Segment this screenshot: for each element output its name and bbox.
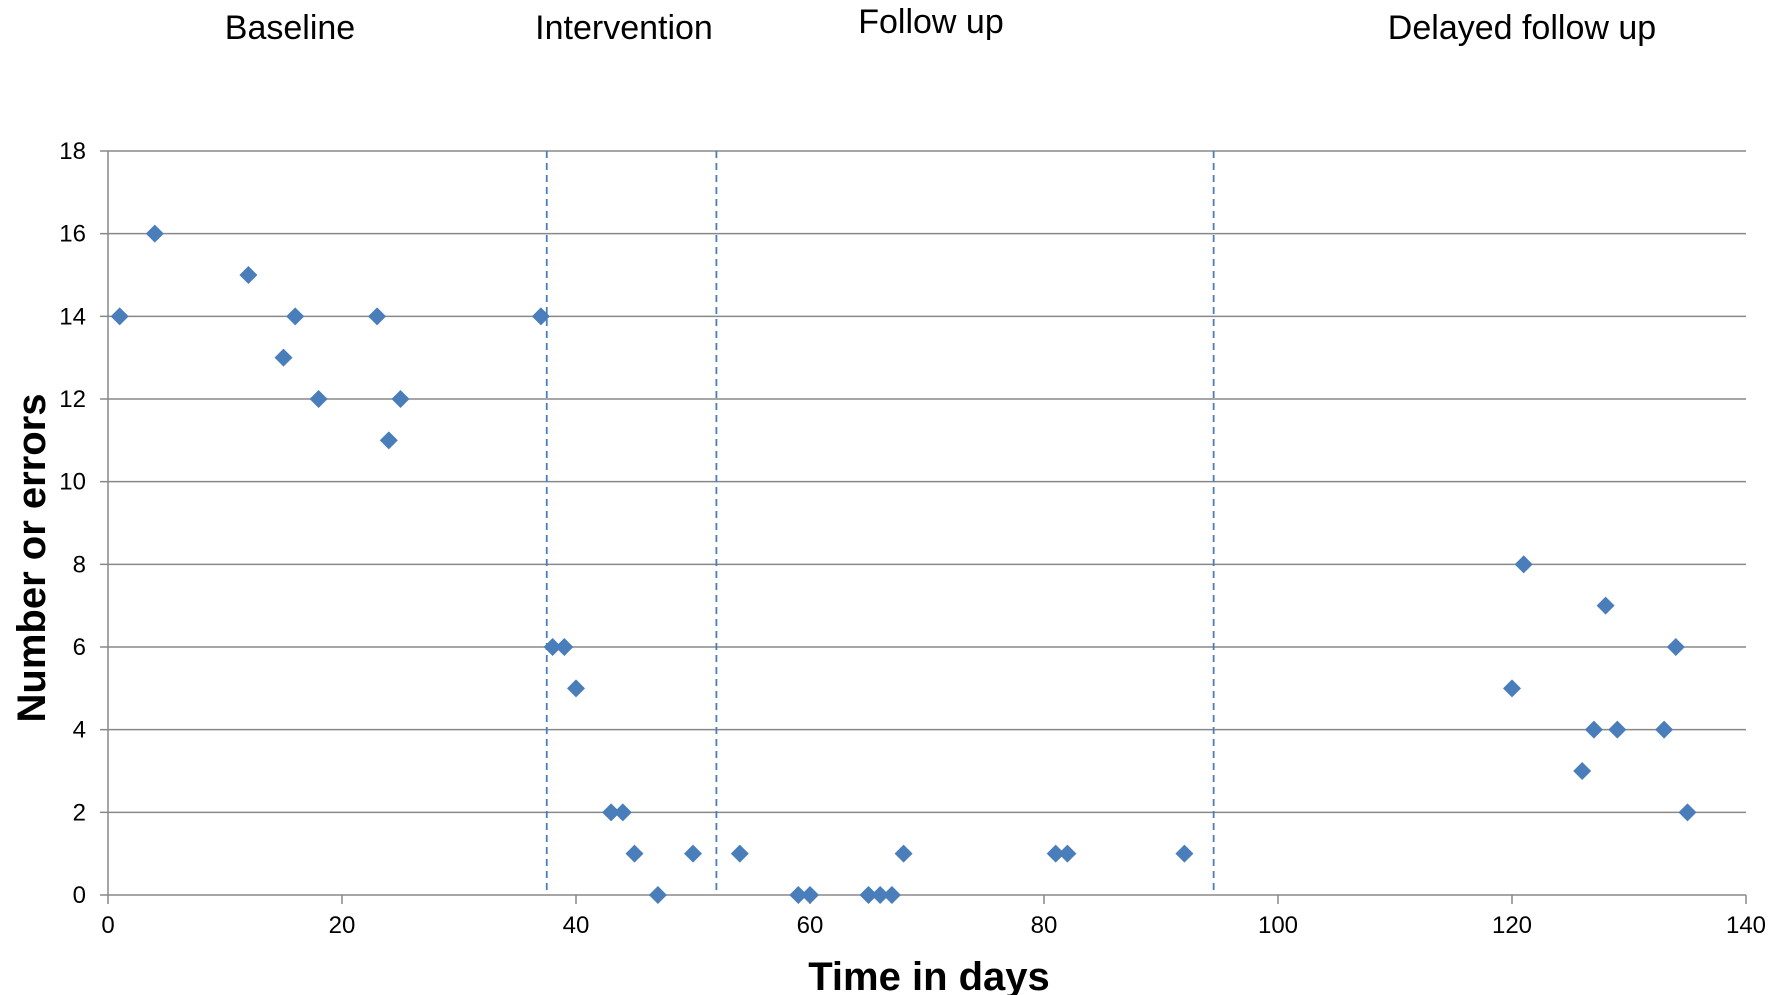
x-tick-label-40: 40 xyxy=(563,912,590,939)
y-tick-label-2: 2 xyxy=(73,799,86,826)
y-tick-label-14: 14 xyxy=(59,303,86,330)
phase-labels: Baseline Intervention Follow up Delayed … xyxy=(225,3,1656,47)
x-tick-label-120: 120 xyxy=(1492,912,1532,939)
data-point-5 xyxy=(286,307,305,326)
data-point-17 xyxy=(648,886,667,904)
gridlines xyxy=(108,150,1746,814)
data-point-28 xyxy=(1175,844,1194,863)
x-tick-label-20: 20 xyxy=(329,912,356,939)
data-point-32 xyxy=(1584,720,1603,739)
data-point-37 xyxy=(1678,803,1697,822)
data-point-21 xyxy=(801,886,819,904)
phase-label-delayed-follow-up: Delayed follow up xyxy=(1388,9,1656,47)
y-tick-label-12: 12 xyxy=(59,386,86,413)
data-point-11 xyxy=(543,638,562,656)
data-point-18 xyxy=(684,844,702,863)
data-point-36 xyxy=(1666,638,1685,656)
data-point-14 xyxy=(602,803,621,822)
data-point-30 xyxy=(1514,555,1533,574)
data-point-29 xyxy=(1503,679,1521,698)
y-tick-label-6: 6 xyxy=(73,634,86,661)
data-point-25 xyxy=(894,844,913,863)
y-axis-title: Number or errors xyxy=(10,394,54,723)
data-point-35 xyxy=(1655,720,1674,739)
y-tick-label-18: 18 xyxy=(59,138,86,165)
phase-label-follow-up: Follow up xyxy=(858,3,1004,41)
data-point-3 xyxy=(239,266,258,284)
data-point-31 xyxy=(1573,762,1592,780)
x-tick-label-0: 0 xyxy=(101,912,114,939)
data-point-22 xyxy=(859,886,878,904)
data-point-27 xyxy=(1058,844,1077,863)
y-tick-labels: 0 2 4 6 8 10 12 14 16 18 xyxy=(59,138,86,909)
data-point-19 xyxy=(730,844,749,863)
data-point-2 xyxy=(145,224,164,243)
x-tick-label-140: 140 xyxy=(1726,912,1766,939)
data-points xyxy=(110,224,1697,904)
data-point-15 xyxy=(613,803,632,822)
data-point-7 xyxy=(368,307,387,326)
data-point-12 xyxy=(555,638,574,656)
axes xyxy=(100,150,1747,904)
data-point-8 xyxy=(379,431,398,450)
data-point-26 xyxy=(1046,844,1065,863)
data-point-16 xyxy=(625,844,644,863)
data-point-34 xyxy=(1608,720,1627,739)
data-point-1 xyxy=(110,307,129,326)
phase-label-intervention: Intervention xyxy=(535,9,713,47)
x-tick-label-80: 80 xyxy=(1031,912,1058,939)
y-tick-label-0: 0 xyxy=(73,882,86,909)
data-point-23 xyxy=(871,886,890,904)
data-point-33 xyxy=(1596,596,1615,615)
data-point-20 xyxy=(789,886,808,904)
x-tick-labels: 0 20 40 60 80 100 120 140 xyxy=(101,912,1766,939)
y-tick-label-16: 16 xyxy=(59,221,86,248)
y-tick-label-10: 10 xyxy=(59,469,86,496)
data-point-6 xyxy=(309,390,328,408)
data-point-9 xyxy=(391,390,410,408)
data-point-4 xyxy=(274,348,293,367)
phase-boundaries xyxy=(545,151,1215,895)
data-point-10 xyxy=(531,307,550,326)
y-tick-label-8: 8 xyxy=(73,551,86,578)
data-point-13 xyxy=(567,679,585,698)
phase-label-baseline: Baseline xyxy=(225,9,355,47)
y-tick-label-4: 4 xyxy=(73,717,86,744)
x-tick-label-100: 100 xyxy=(1258,912,1298,939)
data-point-24 xyxy=(882,886,901,904)
x-tick-label-60: 60 xyxy=(797,912,824,939)
x-axis-title: Time in days xyxy=(808,955,1050,995)
